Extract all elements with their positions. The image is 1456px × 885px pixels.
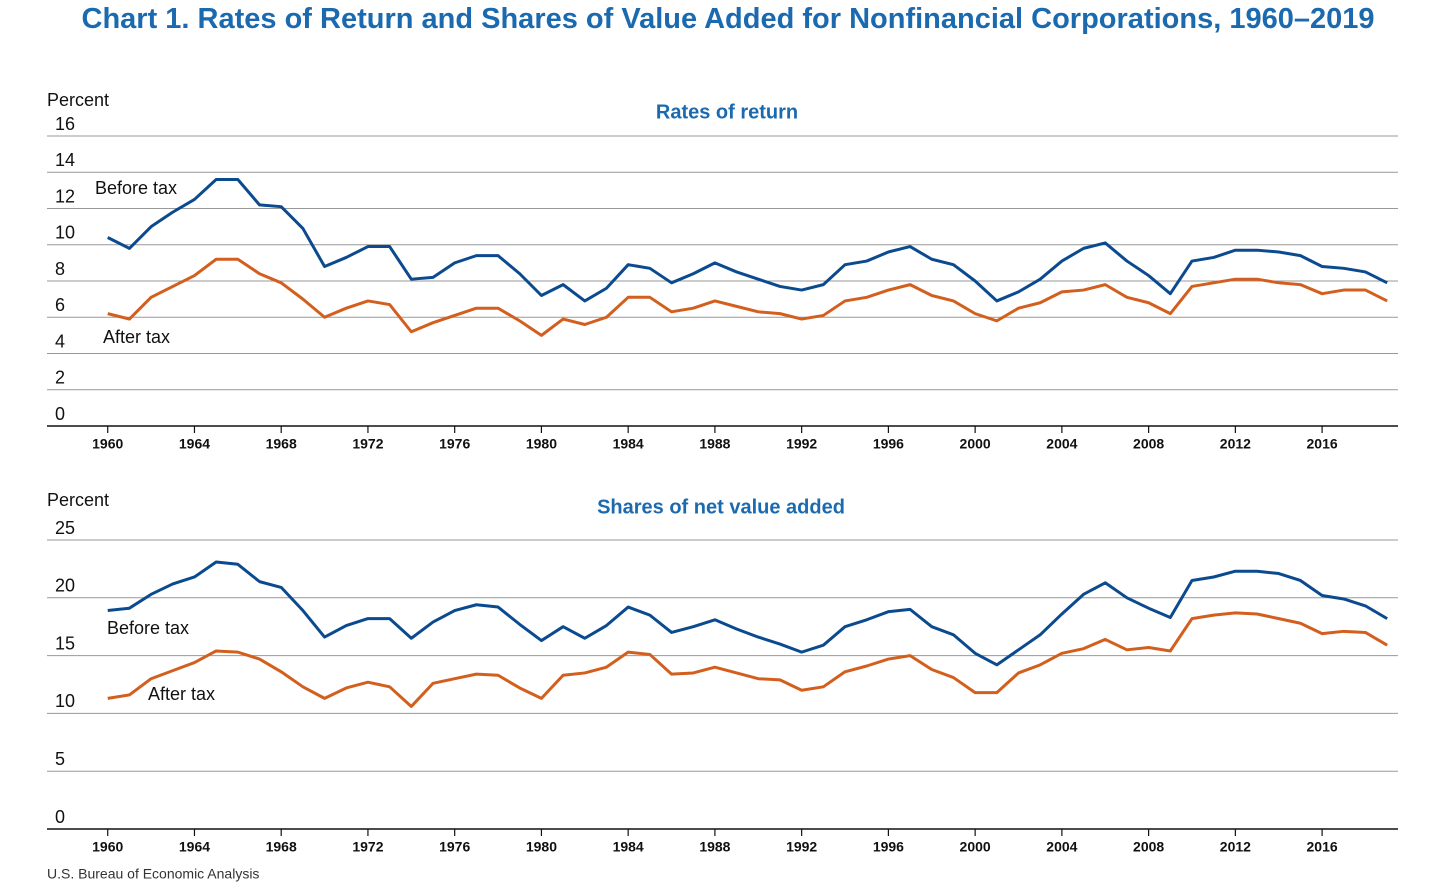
x-tick-label: 2000: [960, 839, 991, 855]
x-tick-label: 1968: [266, 839, 297, 855]
series-label: After tax: [148, 684, 215, 704]
data-line: [107, 560, 1388, 667]
x-tick-label: 1996: [873, 436, 904, 452]
x-tick-label: 2012: [1220, 839, 1251, 855]
x-tick-label: 1976: [439, 839, 470, 855]
x-tick-label: 1972: [352, 839, 383, 855]
y-tick-label: 14: [55, 150, 75, 170]
x-tick-label: 1964: [179, 839, 210, 855]
series-label: After tax: [103, 327, 170, 347]
data-line: [107, 611, 1388, 708]
y-tick-label: 15: [55, 633, 75, 653]
x-tick-label: 2004: [1046, 436, 1077, 452]
x-tick-label: 1984: [613, 839, 644, 855]
x-tick-label: 1988: [699, 839, 730, 855]
x-tick-label: 1980: [526, 436, 557, 452]
x-tick-label: 2012: [1220, 436, 1251, 452]
y-tick-label: 6: [55, 295, 65, 315]
series-label: Before tax: [107, 618, 189, 638]
y-tick-label: 20: [55, 576, 75, 596]
x-tick-label: 1960: [92, 839, 123, 855]
x-tick-label: 2016: [1307, 839, 1338, 855]
x-tick-label: 1996: [873, 839, 904, 855]
panel-title: Rates of return: [656, 101, 798, 123]
y-tick-label: 5: [55, 749, 65, 769]
x-tick-label: 1976: [439, 436, 470, 452]
source-note: U.S. Bureau of Economic Analysis: [47, 866, 259, 882]
series-label: Before tax: [95, 178, 177, 198]
x-tick-label: 1984: [613, 436, 644, 452]
y-tick-label: 10: [55, 223, 75, 243]
y-tick-label: 2: [55, 368, 65, 388]
x-tick-label: 2004: [1046, 839, 1077, 855]
data-line: [107, 257, 1388, 337]
data-line: [107, 178, 1388, 303]
y-tick-label: 4: [55, 331, 65, 351]
x-tick-label: 1992: [786, 436, 817, 452]
page-title: Chart 1. Rates of Return and Shares of V…: [81, 3, 1375, 35]
x-tick-label: 1968: [266, 436, 297, 452]
x-tick-label: 2000: [960, 436, 991, 452]
x-tick-label: 2016: [1307, 436, 1338, 452]
panel-title: Shares of net value added: [597, 496, 845, 518]
y-tick-label: 12: [55, 186, 75, 206]
y-tick-label: 10: [55, 691, 75, 711]
y-axis-label: Percent: [47, 90, 109, 110]
x-tick-label: 2008: [1133, 839, 1164, 855]
y-axis-label: Percent: [47, 490, 109, 510]
x-tick-label: 1980: [526, 839, 557, 855]
x-tick-label: 1988: [699, 436, 730, 452]
y-tick-label: 25: [55, 518, 75, 538]
y-tick-label: 0: [55, 404, 65, 424]
y-tick-label: 16: [55, 114, 75, 134]
x-tick-label: 1964: [179, 436, 210, 452]
y-tick-label: 0: [55, 807, 65, 827]
x-tick-label: 2008: [1133, 436, 1164, 452]
y-tick-label: 8: [55, 259, 65, 279]
x-tick-label: 1992: [786, 839, 817, 855]
x-tick-label: 1972: [352, 436, 383, 452]
x-tick-label: 1960: [92, 436, 123, 452]
